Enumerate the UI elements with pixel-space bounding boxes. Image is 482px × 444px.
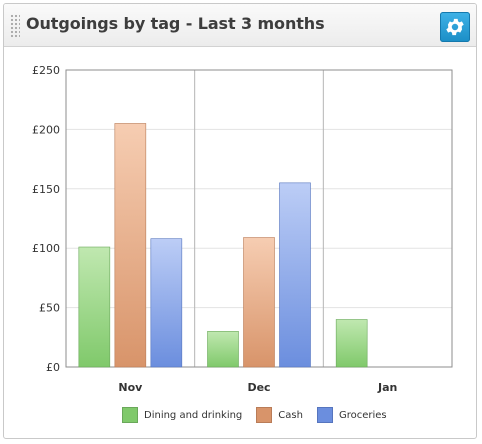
chart-area: £0 £50 £100 £150 £200 £250 Nov Dec Jan Dining an… bbox=[4, 47, 477, 439]
legend-label: Dining and drinking bbox=[144, 410, 242, 421]
bar-cash-dec bbox=[244, 238, 275, 367]
bar-groceries-dec bbox=[280, 183, 311, 367]
widget-header: Outgoings by tag - Last 3 months bbox=[4, 4, 476, 47]
legend-swatch bbox=[317, 407, 333, 423]
bar-cash-nov bbox=[115, 123, 146, 367]
legend-item[interactable]: Dining and drinking bbox=[122, 407, 242, 423]
gear-icon bbox=[444, 16, 466, 38]
legend-label: Groceries bbox=[339, 410, 387, 421]
y-tick-label: £250 bbox=[32, 64, 60, 77]
widget-title: Outgoings by tag - Last 3 months bbox=[26, 14, 325, 33]
y-tick-label: £50 bbox=[39, 302, 60, 315]
legend-item[interactable]: Groceries bbox=[317, 407, 387, 423]
y-tick-label: £200 bbox=[32, 123, 60, 136]
bar-chart: £0 £50 £100 £150 £200 £250 Nov Dec Jan bbox=[4, 47, 477, 439]
x-tick-label: Dec bbox=[247, 381, 270, 394]
legend-label: Cash bbox=[278, 410, 303, 421]
y-tick-label: £100 bbox=[32, 242, 60, 255]
x-tick-label: Jan bbox=[377, 381, 397, 394]
bar-dining-and-drinking-dec bbox=[208, 331, 239, 367]
y-tick-label: £150 bbox=[32, 183, 60, 196]
chart-legend: Dining and drinking Cash Groceries bbox=[122, 406, 401, 424]
bar-groceries-nov bbox=[151, 239, 182, 367]
legend-swatch bbox=[122, 407, 138, 423]
bar-dining-and-drinking-jan bbox=[336, 319, 367, 367]
drag-handle[interactable] bbox=[10, 14, 20, 38]
legend-swatch bbox=[256, 407, 272, 423]
outgoings-widget: Outgoings by tag - Last 3 months £0 £50 £1… bbox=[3, 3, 477, 439]
bar-dining-and-drinking-nov bbox=[79, 247, 110, 367]
x-tick-label: Nov bbox=[118, 381, 143, 394]
settings-button[interactable] bbox=[440, 12, 470, 42]
legend-item[interactable]: Cash bbox=[256, 407, 303, 423]
y-tick-label: £0 bbox=[46, 361, 60, 374]
